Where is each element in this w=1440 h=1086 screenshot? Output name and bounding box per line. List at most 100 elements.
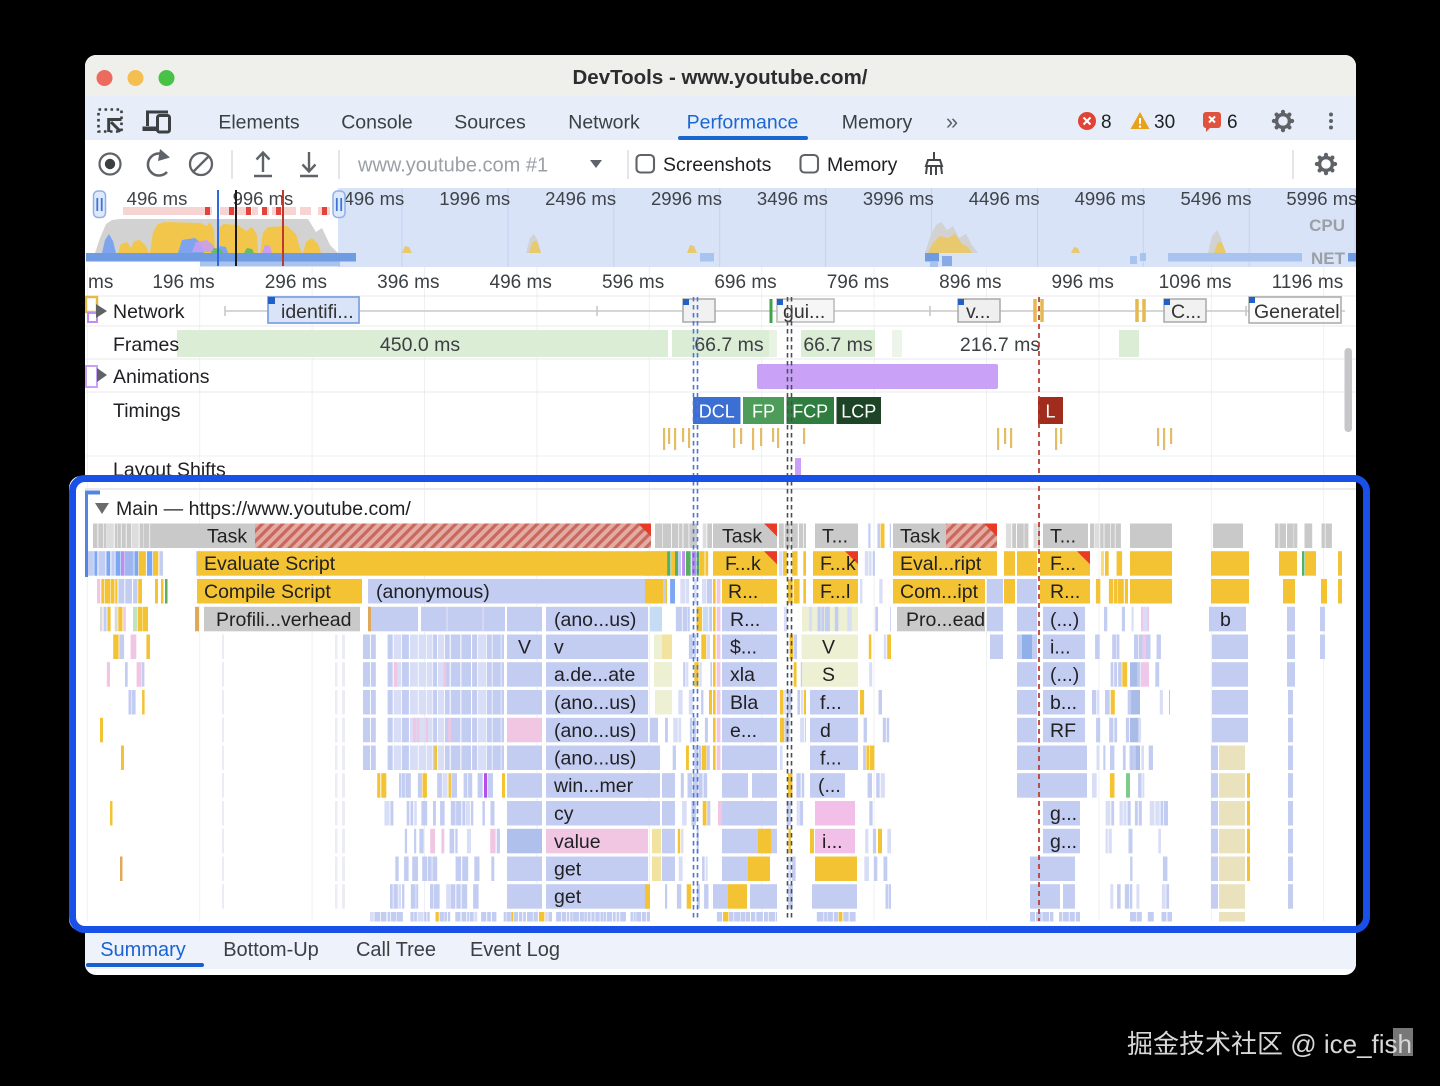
svg-text:Bottom-Up: Bottom-Up — [223, 939, 319, 961]
svg-text:1496 ms: 1496 ms — [333, 188, 404, 209]
svg-text:Timings: Timings — [113, 400, 181, 422]
svg-text:Console: Console — [341, 112, 413, 134]
svg-text:a.de...ate: a.de...ate — [554, 664, 635, 686]
svg-text:Call Tree: Call Tree — [356, 939, 436, 961]
svg-text:V: V — [518, 637, 531, 659]
svg-text:V: V — [822, 637, 835, 659]
svg-text:Elements: Elements — [218, 112, 300, 134]
svg-text:6: 6 — [1227, 112, 1238, 133]
svg-text:Compile Script: Compile Script — [204, 581, 331, 603]
svg-text:F...l: F...l — [820, 581, 850, 603]
svg-text:CPU: CPU — [1309, 216, 1345, 235]
svg-text:Summary: Summary — [100, 939, 186, 961]
svg-text:xla: xla — [730, 664, 755, 686]
svg-text:3996 ms: 3996 ms — [863, 188, 934, 209]
svg-text:Network: Network — [113, 301, 185, 323]
svg-text:Pro...ead: Pro...ead — [906, 609, 985, 631]
svg-text:Memory: Memory — [827, 154, 898, 176]
svg-text:2496 ms: 2496 ms — [545, 188, 616, 209]
svg-text:5496 ms: 5496 ms — [1181, 188, 1252, 209]
svg-text:g...: g... — [1050, 803, 1077, 825]
svg-text:LCP: LCP — [841, 402, 876, 422]
svg-text:i...: i... — [1050, 637, 1071, 659]
svg-text:396 ms: 396 ms — [377, 272, 439, 293]
svg-text:f...: f... — [820, 692, 842, 714]
svg-text:5996 ms: 5996 ms — [1286, 188, 1357, 209]
svg-text:d: d — [820, 720, 831, 742]
svg-text:196 ms: 196 ms — [152, 272, 214, 293]
svg-text:get: get — [554, 886, 582, 908]
svg-text:Network: Network — [568, 112, 640, 134]
svg-text:796 ms: 796 ms — [827, 272, 889, 293]
svg-text:b...: b... — [1050, 692, 1077, 714]
svg-text:ms: ms — [88, 272, 113, 293]
svg-text:(anonymous): (anonymous) — [376, 581, 490, 603]
svg-text:Eval...ript: Eval...ript — [900, 553, 982, 575]
svg-text:get: get — [554, 859, 582, 881]
svg-text:4996 ms: 4996 ms — [1075, 188, 1146, 209]
svg-text:RF: RF — [1050, 720, 1076, 742]
svg-text:896 ms: 896 ms — [939, 272, 1001, 293]
svg-text:Animations: Animations — [113, 366, 210, 388]
svg-text:(...: (... — [818, 775, 841, 797]
svg-text:1996 ms: 1996 ms — [439, 188, 510, 209]
svg-text:win...mer: win...mer — [553, 775, 634, 797]
svg-text:66.7 ms: 66.7 ms — [694, 334, 764, 356]
svg-text:Sources: Sources — [454, 112, 526, 134]
svg-text:Main — https://www.youtube.com: Main — https://www.youtube.com/ — [116, 498, 411, 520]
svg-text:Performance: Performance — [687, 112, 799, 134]
svg-text:496 ms: 496 ms — [127, 188, 188, 209]
svg-text:Task: Task — [722, 526, 762, 548]
svg-text:Evaluate Script: Evaluate Script — [204, 553, 336, 575]
svg-text:4496 ms: 4496 ms — [969, 188, 1040, 209]
svg-text:e...: e... — [730, 720, 757, 742]
svg-text:Task: Task — [207, 526, 247, 548]
svg-text:gui...: gui... — [783, 301, 825, 323]
svg-text:T...: T... — [1050, 526, 1076, 548]
svg-text:1196 ms: 1196 ms — [1272, 272, 1343, 293]
svg-text:Event Log: Event Log — [470, 939, 560, 961]
svg-text:996 ms: 996 ms — [1052, 272, 1114, 293]
svg-text:(ano...us): (ano...us) — [554, 609, 636, 631]
svg-text:DCL: DCL — [699, 402, 735, 422]
svg-text:$...: $... — [730, 637, 757, 659]
svg-text:T...: T... — [822, 526, 848, 548]
svg-text:NET: NET — [1311, 249, 1346, 268]
svg-text:C...: C... — [1171, 301, 1201, 323]
svg-text:Screenshots: Screenshots — [663, 154, 772, 176]
svg-text:(...): (...) — [1050, 609, 1079, 631]
svg-text:v: v — [554, 637, 564, 659]
svg-text:1096 ms: 1096 ms — [1159, 272, 1232, 293]
svg-text:R...: R... — [728, 581, 758, 603]
svg-text:S: S — [822, 664, 835, 686]
svg-text:f...: f... — [820, 748, 842, 770]
svg-text:g...: g... — [1050, 831, 1077, 853]
svg-text:i...: i... — [822, 831, 843, 853]
svg-text:296 ms: 296 ms — [265, 272, 327, 293]
svg-text:cy: cy — [554, 803, 574, 825]
svg-text:R...: R... — [730, 609, 760, 631]
svg-text:FP: FP — [752, 402, 775, 422]
svg-text:696 ms: 696 ms — [714, 272, 776, 293]
svg-text:DevTools - www.youtube.com/: DevTools - www.youtube.com/ — [573, 66, 868, 89]
svg-text:F...k: F...k — [820, 553, 856, 575]
svg-text:F...: F... — [1050, 553, 1076, 575]
svg-text:8: 8 — [1101, 112, 1112, 133]
svg-text:30: 30 — [1154, 112, 1175, 133]
svg-text:3496 ms: 3496 ms — [757, 188, 828, 209]
svg-text:Generatel: Generatel — [1254, 301, 1340, 323]
svg-text:identifi...: identifi... — [281, 301, 354, 323]
svg-text:996 ms: 996 ms — [233, 188, 294, 209]
svg-text:450.0 ms: 450.0 ms — [380, 334, 460, 356]
svg-text:value: value — [554, 831, 601, 853]
svg-text:F...k: F...k — [725, 553, 761, 575]
svg-text:L: L — [1045, 402, 1055, 422]
svg-text:Profili...verhead: Profili...verhead — [216, 609, 351, 631]
svg-text:(ano...us): (ano...us) — [554, 720, 636, 742]
svg-text:216.7 ms: 216.7 ms — [960, 334, 1040, 356]
svg-text:Memory: Memory — [842, 112, 913, 134]
svg-text:»: » — [946, 109, 958, 134]
svg-text:2996 ms: 2996 ms — [651, 188, 722, 209]
svg-text:R...: R... — [1050, 581, 1080, 603]
svg-text:v...: v... — [966, 301, 991, 323]
